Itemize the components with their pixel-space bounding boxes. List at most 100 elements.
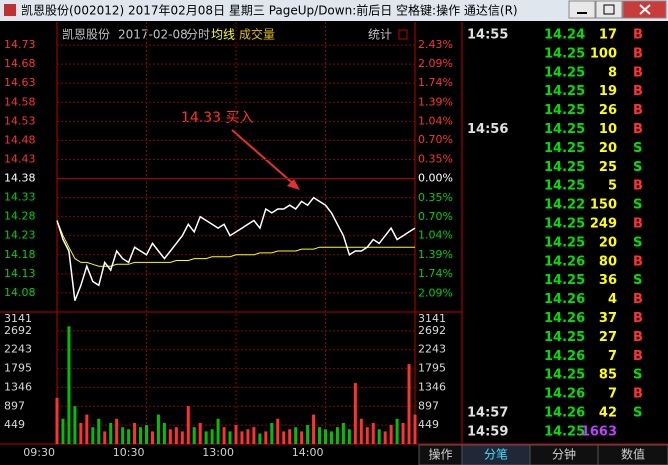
volume-bar — [329, 431, 333, 444]
maximize-button[interactable] — [595, 0, 623, 19]
trade-price: 14.26 — [544, 292, 585, 307]
trade-price: 14.25 — [544, 330, 585, 345]
trade-side: B — [633, 292, 643, 307]
y-tick-label: 14.08 — [4, 286, 36, 299]
legend-volume: 成交量 — [239, 27, 275, 42]
y-tick-label: 14.73 — [4, 38, 36, 51]
volume-bar — [306, 425, 310, 444]
volume-bar — [264, 431, 268, 444]
trade-price: 14.25 — [544, 46, 585, 61]
trade-side: B — [633, 217, 643, 232]
stock-name: 凯恩股份 — [62, 28, 110, 42]
trade-volume: 36 — [599, 273, 617, 288]
y-tick-label: 14.33 — [4, 191, 36, 204]
volume-bar — [156, 414, 160, 444]
volume-tick-label: 897 — [4, 399, 25, 412]
annotation-arrow — [231, 129, 297, 187]
trade-time: 14:56 — [467, 122, 508, 137]
volume-bar — [252, 427, 256, 444]
volume-tick-label: 1346 — [4, 380, 32, 393]
minimize-button[interactable] — [568, 0, 596, 19]
trade-side: S — [633, 235, 642, 250]
window-title: 凯恩股份(002012) 2017年02月08日 星期三 PageUp/Down… — [21, 3, 518, 18]
y2-tick-label: 1.74% — [418, 76, 453, 89]
volume-bar — [240, 431, 244, 444]
trade-volume: 17 — [599, 28, 617, 43]
trade-price: 14.25 — [544, 217, 585, 232]
y2-tick-label: 2.43% — [418, 38, 453, 51]
tab-label[interactable]: 数值 — [621, 447, 645, 462]
volume-bar — [365, 427, 369, 444]
trade-side: S — [633, 198, 642, 213]
trade-time: 14:59 — [467, 424, 508, 439]
maximize-icon — [603, 4, 615, 15]
tab[interactable] — [597, 444, 668, 465]
app-icon — [4, 4, 16, 16]
y-tick-label: 14.48 — [4, 133, 36, 146]
trade-volume: 80 — [599, 254, 617, 269]
volume-bar — [407, 364, 411, 444]
volume-tick-label: 3141 — [4, 312, 32, 325]
y2-tick-label: 0.00% — [418, 172, 453, 185]
trade-volume: 37 — [599, 311, 617, 326]
volume-tick-label: 1795 — [418, 362, 446, 375]
volume-bar — [353, 383, 357, 444]
trade-side: B — [633, 330, 643, 345]
small-box[interactable] — [398, 29, 408, 40]
volume-tick-label: 897 — [418, 399, 439, 412]
volume-bar — [341, 422, 345, 444]
volume-bar — [210, 429, 214, 444]
trade-price: 14.26 — [544, 387, 585, 402]
x-tick-label: 13:00 — [202, 446, 234, 459]
volume-bar — [347, 429, 351, 444]
trade-volume: 42 — [599, 406, 617, 421]
volume-bar — [133, 422, 137, 444]
trade-price: 14.25 — [544, 103, 585, 118]
y-tick-label: 14.58 — [4, 95, 36, 108]
y2-tick-label: 1.04% — [418, 115, 453, 128]
y2-tick-label: 1.04% — [418, 229, 453, 242]
volume-bar — [318, 427, 322, 444]
tab-label[interactable]: 分笔 — [484, 447, 508, 462]
volume-bar — [180, 431, 184, 444]
volume-bar — [61, 418, 65, 444]
trade-price: 14.25 — [544, 273, 585, 288]
volume-bar — [234, 425, 238, 444]
trade-volume: 7 — [608, 387, 617, 402]
trade-volume: 26 — [599, 103, 617, 118]
volume-bar — [258, 433, 262, 444]
trade-side: S — [633, 368, 642, 383]
average-line — [56, 220, 415, 267]
y2-tick-label: 2.09% — [418, 57, 453, 70]
trade-volume: 19 — [599, 84, 617, 99]
trade-price: 14.25 — [544, 424, 585, 439]
volume-bar — [145, 425, 148, 444]
x-tick-label: 10:30 — [113, 446, 145, 459]
trade-price: 14.25 — [544, 179, 585, 194]
volume-bar — [324, 429, 327, 444]
trade-volume: 249 — [590, 217, 617, 232]
trade-volume: 85 — [599, 368, 617, 383]
y2-tick-label: 1.39% — [418, 95, 453, 108]
annotation: 14.33 买入 — [181, 110, 254, 126]
trade-price: 14.25 — [544, 65, 585, 80]
volume-bar — [395, 418, 399, 444]
trade-price: 14.25 — [544, 160, 585, 175]
volume-tick-label: 449 — [418, 418, 439, 431]
y2-tick-label: 2.09% — [418, 286, 453, 299]
volume-tick-label: 2692 — [4, 324, 32, 337]
volume-bar — [246, 429, 250, 444]
trade-volume: 10 — [599, 122, 617, 137]
trade-volume: 4 — [608, 292, 617, 307]
volume-bar — [282, 431, 286, 444]
volume-bar — [228, 431, 232, 444]
trade-side: B — [633, 179, 643, 194]
volume-bar — [121, 427, 125, 444]
tab-label[interactable]: 操作 — [428, 447, 452, 462]
tab-label[interactable]: 分钟 — [552, 447, 576, 462]
volume-bar — [413, 414, 417, 444]
trade-volume: 150 — [590, 198, 617, 213]
volume-bar — [91, 427, 95, 444]
stat-button[interactable]: 统计 — [368, 28, 392, 42]
trade-price: 14.22 — [544, 198, 585, 213]
